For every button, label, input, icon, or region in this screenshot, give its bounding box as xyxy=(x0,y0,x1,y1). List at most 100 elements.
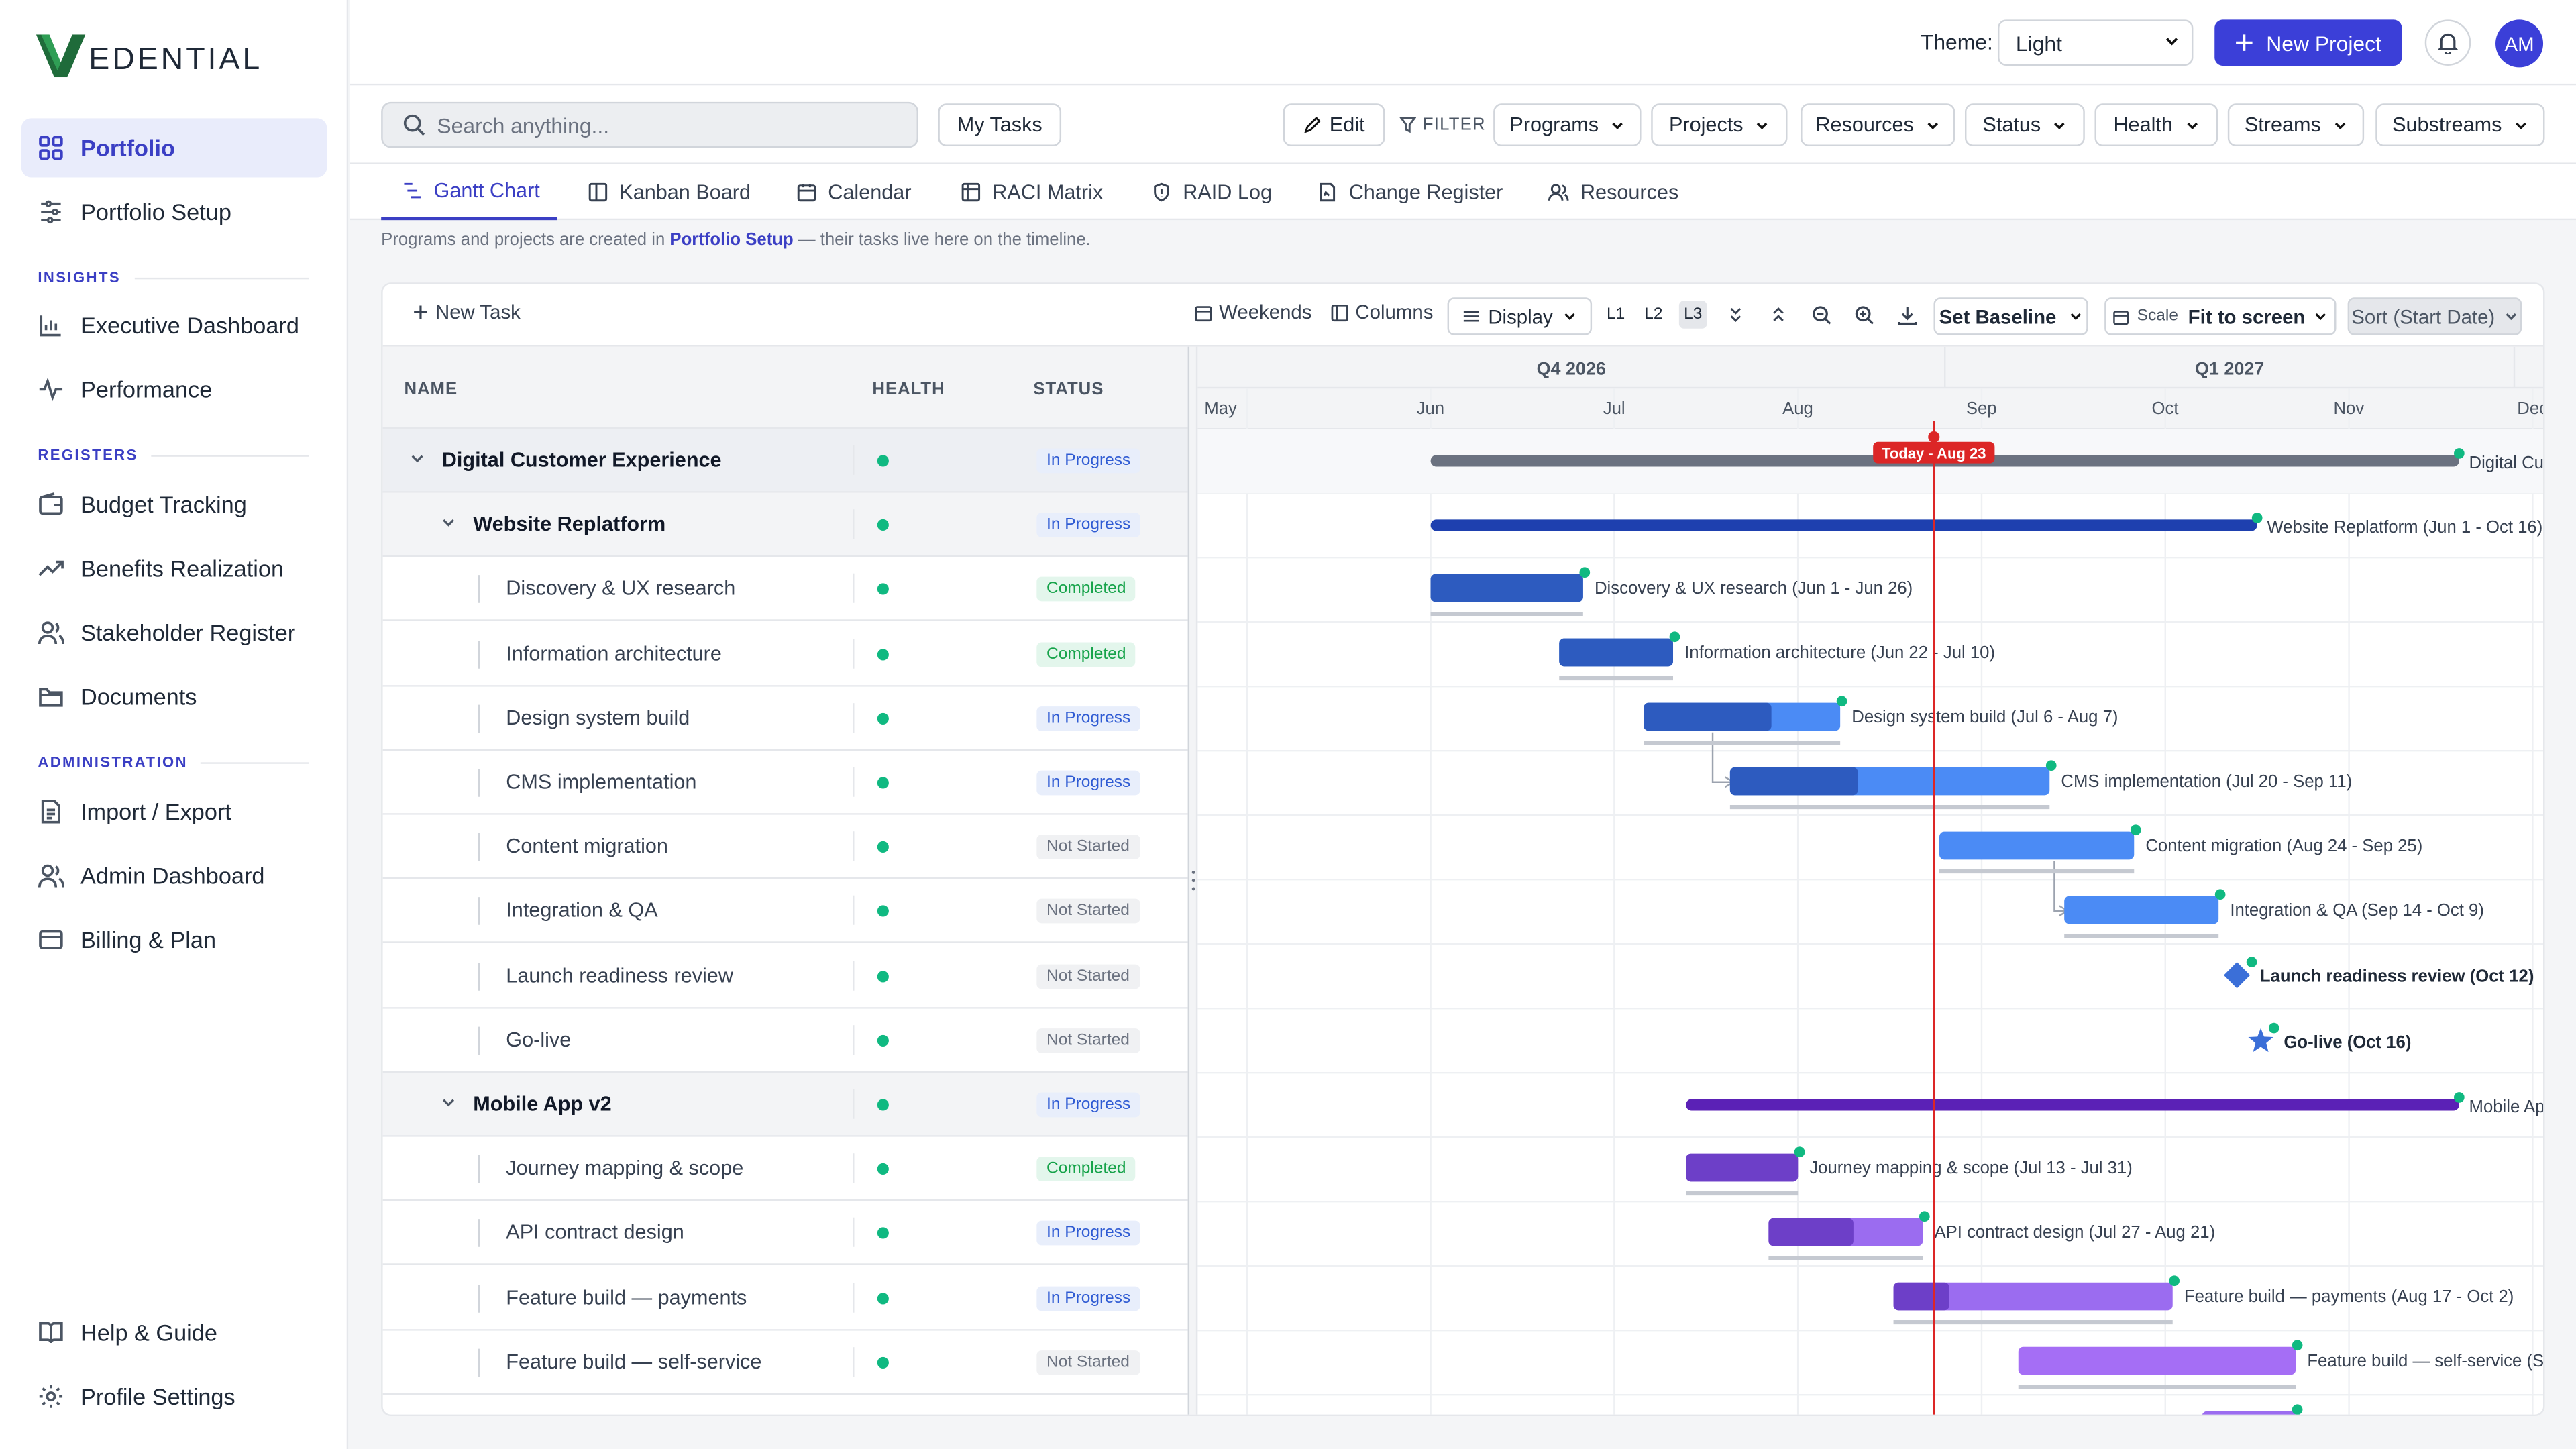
task-bar[interactable] xyxy=(2202,1411,2296,1416)
my-tasks-button[interactable]: My Tasks xyxy=(938,103,1062,146)
set-baseline-dropdown[interactable]: Set Baseline xyxy=(1933,297,2088,335)
task-name[interactable]: Content migration xyxy=(506,835,668,858)
tab-raci-matrix[interactable]: RACI Matrix xyxy=(961,164,1103,220)
theme-select[interactable]: Light xyxy=(1997,19,2194,66)
table-row[interactable]: Content migration Not Started xyxy=(382,815,1188,879)
task-bar[interactable] xyxy=(1939,831,2135,860)
task-name[interactable]: Feature build — payments xyxy=(506,1285,747,1309)
table-row[interactable]: CMS implementation In Progress xyxy=(382,751,1188,815)
filter-resources-dropdown[interactable]: Resources xyxy=(1801,103,1955,146)
zoom-in-icon[interactable] xyxy=(1855,306,1874,325)
chevron-down-icon[interactable] xyxy=(440,1094,456,1110)
table-row[interactable]: Journey mapping & scope Completed xyxy=(382,1137,1188,1201)
tab-change-register[interactable]: Change Register xyxy=(1318,164,1503,220)
tab-resources[interactable]: Resources xyxy=(1548,164,1678,220)
filter-projects-dropdown[interactable]: Projects xyxy=(1651,103,1788,146)
sidebar-item-profile-settings[interactable]: Profile Settings xyxy=(21,1367,327,1426)
tab-kanban-board[interactable]: Kanban Board xyxy=(588,164,751,220)
task-name[interactable]: Information architecture xyxy=(506,641,722,665)
filter-streams-dropdown[interactable]: Streams xyxy=(2227,103,2365,146)
sidebar-item-stakeholder-register[interactable]: Stakeholder Register xyxy=(21,603,327,662)
task-name[interactable]: Go-live xyxy=(506,1028,572,1051)
column-header-name[interactable]: NAME xyxy=(404,379,458,400)
tab-raid-log[interactable]: RAID Log xyxy=(1152,164,1272,220)
task-name[interactable]: Launch readiness review xyxy=(506,963,733,987)
sidebar-item-executive-dashboard[interactable]: Executive Dashboard xyxy=(21,296,327,355)
task-name[interactable]: Digital Customer Experience xyxy=(441,448,722,472)
table-row[interactable]: Digital Customer Experience In Progress xyxy=(382,429,1188,493)
chevron-down-icon[interactable] xyxy=(440,515,456,531)
display-dropdown[interactable]: Display xyxy=(1447,297,1593,335)
scale-dropdown[interactable]: Scale Fit to screen xyxy=(2104,297,2337,335)
task-name[interactable]: Website Replatform xyxy=(473,513,666,536)
table-row[interactable]: Website Replatform In Progress xyxy=(382,493,1188,557)
level-l1-button[interactable]: L1 xyxy=(1606,305,1625,324)
pane-splitter[interactable] xyxy=(1187,346,1198,1415)
task-progress xyxy=(1644,702,1772,731)
download-icon[interactable] xyxy=(1898,306,1917,325)
sidebar-item-benefits-realization[interactable]: Benefits Realization xyxy=(21,539,327,598)
tab-gantt-chart[interactable]: Gantt Chart xyxy=(381,164,557,221)
summary-bar[interactable] xyxy=(1430,519,2257,531)
zoom-out-icon[interactable] xyxy=(1812,306,1831,325)
sort-dropdown[interactable]: Sort (Start Date) xyxy=(2347,297,2522,335)
new-project-button[interactable]: New Project xyxy=(2214,19,2402,66)
sidebar-item-help-guide[interactable]: Help & Guide xyxy=(21,1303,327,1362)
milestone-diamond-icon[interactable] xyxy=(2223,962,2251,989)
task-name[interactable]: Integration & QA xyxy=(506,899,658,922)
level-l2-button[interactable]: L2 xyxy=(1644,305,1663,324)
sidebar-item-budget-tracking[interactable]: Budget Tracking xyxy=(21,475,327,534)
portfolio-setup-link[interactable]: Portfolio Setup xyxy=(669,229,794,250)
sidebar-item-portfolio-setup[interactable]: Portfolio Setup xyxy=(21,182,327,241)
task-bar[interactable] xyxy=(2064,896,2219,924)
user-avatar[interactable]: AM xyxy=(2496,19,2544,68)
table-row[interactable]: Launch readiness review Not Started xyxy=(382,944,1188,1008)
sidebar-item-portfolio[interactable]: Portfolio xyxy=(21,118,327,178)
task-bar[interactable] xyxy=(1893,1282,2173,1311)
bar-label: Discovery & UX research (Jun 1 - Jun 26) xyxy=(1595,579,1913,598)
column-header-status[interactable]: STATUS xyxy=(1033,379,1104,400)
new-task-button[interactable]: New Task xyxy=(413,301,521,323)
filter-health-dropdown[interactable]: Health xyxy=(2094,103,2218,146)
edit-button[interactable]: Edit xyxy=(1283,103,1385,146)
search-input[interactable]: Search anything... xyxy=(381,101,918,148)
tab-calendar[interactable]: Calendar xyxy=(797,164,912,220)
table-row[interactable]: Mobile App v2 In Progress xyxy=(382,1073,1188,1137)
task-name[interactable]: API contract design xyxy=(506,1221,684,1244)
milestone-star-icon[interactable] xyxy=(2248,1028,2273,1053)
notifications-button[interactable] xyxy=(2424,19,2471,66)
table-row[interactable]: API contract design In Progress xyxy=(382,1201,1188,1266)
table-row[interactable]: Go-live Not Started xyxy=(382,1008,1188,1073)
table-row[interactable]: Feature build — payments In Progress xyxy=(382,1266,1188,1330)
columns-button[interactable]: Columns xyxy=(1331,301,1433,323)
task-name[interactable]: Mobile App v2 xyxy=(473,1092,612,1116)
sidebar-item-billing-plan[interactable]: Billing & Plan xyxy=(21,910,327,969)
sidebar-item-performance[interactable]: Performance xyxy=(21,360,327,419)
task-bar[interactable] xyxy=(2018,1346,2296,1375)
summary-bar[interactable] xyxy=(1686,1099,2459,1111)
task-name[interactable]: Feature build — self-service xyxy=(506,1350,762,1373)
status-badge: Not Started xyxy=(1036,1350,1140,1375)
sidebar-item-admin-dashboard[interactable]: Admin Dashboard xyxy=(21,846,327,905)
task-name[interactable]: Design system build xyxy=(506,706,690,729)
table-row[interactable]: Design system build In Progress xyxy=(382,686,1188,751)
filter-status-dropdown[interactable]: Status xyxy=(1965,103,2085,146)
task-name[interactable]: Discovery & UX research xyxy=(506,577,736,600)
collapse-all-icon[interactable] xyxy=(1770,306,1788,324)
table-row[interactable]: Discovery & UX research Completed xyxy=(382,557,1188,622)
task-name[interactable]: Journey mapping & scope xyxy=(506,1157,744,1180)
sidebar-item-documents[interactable]: Documents xyxy=(21,667,327,726)
table-row[interactable]: Integration & QA Not Started xyxy=(382,879,1188,944)
table-row[interactable]: Feature build — self-service Not Started xyxy=(382,1330,1188,1395)
filter-substreams-dropdown[interactable]: Substreams xyxy=(2375,103,2545,146)
sidebar-item-import-export[interactable]: Import / Export xyxy=(21,782,327,841)
brand-logo[interactable]: EDENTIAL xyxy=(36,33,262,79)
task-name[interactable]: CMS implementation xyxy=(506,770,697,794)
expand-all-icon[interactable] xyxy=(1727,306,1745,324)
weekends-toggle[interactable]: Weekends xyxy=(1194,301,1311,323)
level-l3-button[interactable]: L3 xyxy=(1678,301,1707,329)
column-header-health[interactable]: HEALTH xyxy=(872,379,945,400)
table-row[interactable]: Information architecture Completed xyxy=(382,622,1188,686)
filter-programs-dropdown[interactable]: Programs xyxy=(1493,103,1642,146)
chevron-down-icon[interactable] xyxy=(409,450,425,466)
